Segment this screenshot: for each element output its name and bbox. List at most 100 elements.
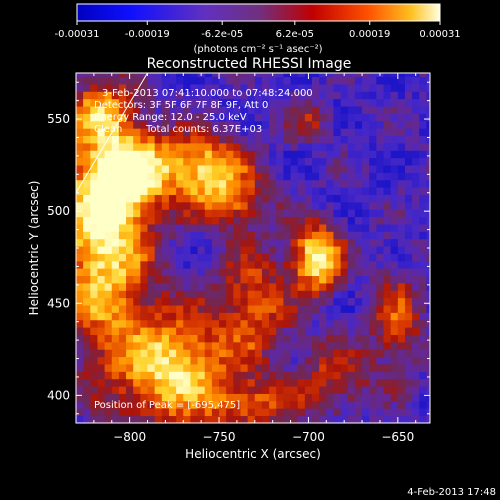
heatmap-cell (376, 275, 384, 284)
heatmap-cell (247, 305, 256, 313)
heatmap-cell (118, 209, 127, 218)
heatmap-cell (376, 356, 384, 365)
heatmap-cell (97, 194, 105, 203)
heatmap-cell (168, 290, 177, 299)
heatmap-cell (304, 120, 313, 129)
heatmap-cell (240, 216, 249, 225)
heatmap-cell (326, 260, 334, 269)
heatmap-cell (261, 113, 270, 122)
heatmap-cell (254, 415, 263, 423)
heatmap-cell (233, 135, 241, 144)
heatmap-cell (297, 297, 306, 306)
heatmap-cell (197, 209, 206, 218)
heatmap-cell (383, 238, 392, 247)
heatmap-cell (319, 356, 327, 365)
heatmap-cell (204, 120, 213, 129)
annotation-counts: Total counts: 6.37E+03 (145, 124, 262, 135)
heatmap-cell (354, 415, 363, 423)
heatmap-cell (111, 165, 120, 173)
heatmap-cell (147, 76, 156, 85)
heatmap-cell (83, 268, 91, 277)
heatmap-cell (90, 91, 98, 100)
heatmap-cell (76, 216, 84, 225)
heatmap-cell (147, 231, 156, 240)
heatmap-cell (412, 231, 420, 240)
heatmap-cell (333, 150, 341, 159)
heatmap-cell (240, 150, 249, 159)
heatmap-cell (97, 238, 105, 247)
heatmap-cell (362, 386, 370, 394)
heatmap-cell (190, 231, 198, 240)
heatmap-cell (197, 201, 206, 210)
heatmap-cell (147, 260, 156, 269)
heatmap-cell (254, 312, 263, 321)
heatmap-cell (347, 113, 356, 122)
heatmap-cell (247, 260, 256, 269)
heatmap-cell (190, 386, 198, 394)
heatmap-cell (326, 216, 334, 225)
heatmap-cell (226, 305, 234, 313)
heatmap-cell (140, 260, 148, 269)
heatmap-cell (97, 305, 105, 313)
heatmap-cell (133, 209, 141, 218)
heatmap-cell (176, 106, 184, 114)
heatmap-cell (397, 305, 406, 313)
heatmap-cell (319, 143, 327, 151)
heatmap-cell (204, 76, 213, 85)
heatmap-cell (140, 216, 148, 225)
heatmap-cell (426, 98, 430, 107)
heatmap-cell (326, 238, 334, 247)
heatmap-cell (297, 157, 306, 166)
heatmap-cell (290, 260, 299, 269)
heatmap-cell (347, 415, 356, 423)
heatmap-cell (140, 341, 148, 350)
heatmap-cell (404, 305, 413, 313)
heatmap-cell (412, 209, 420, 218)
heatmap-cell (211, 283, 220, 291)
heatmap-cell (390, 209, 399, 218)
heatmap-cell (383, 98, 392, 107)
heatmap-cell (419, 91, 427, 100)
heatmap-cell (354, 253, 363, 262)
heatmap-cell (347, 349, 356, 358)
heatmap-cell (219, 194, 227, 203)
heatmap-cell (197, 172, 206, 181)
heatmap-cell (219, 415, 227, 423)
heatmap-cell (297, 224, 306, 232)
heatmap-cell (369, 400, 377, 409)
heatmap-cell (183, 349, 191, 358)
heatmap-cell (319, 312, 327, 321)
heatmap-cell (290, 179, 299, 188)
heatmap-cell (247, 378, 256, 387)
heatmap-cell (126, 120, 134, 129)
heatmap-cell (412, 275, 420, 284)
heatmap-cell (161, 172, 170, 181)
heatmap-cell (340, 297, 349, 306)
heatmap-cell (133, 216, 141, 225)
heatmap-cell (254, 327, 263, 335)
heatmap-cell (283, 143, 291, 151)
heatmap-cell (397, 408, 406, 417)
heatmap-cell (319, 98, 327, 107)
heatmap-cell (247, 312, 256, 321)
heatmap-cell (369, 84, 377, 92)
heatmap-cell (362, 187, 370, 195)
heatmap-cell (226, 179, 234, 188)
heatmap-cell (426, 312, 430, 321)
heatmap-cell (276, 378, 284, 387)
heatmap-cell (240, 98, 249, 107)
heatmap-cell (319, 378, 327, 387)
heatmap-cell (133, 224, 141, 232)
heatmap-cell (312, 187, 320, 195)
heatmap-cell (412, 165, 420, 173)
heatmap-cell (319, 349, 327, 358)
heatmap-cell (426, 408, 430, 417)
heatmap-cell (347, 143, 356, 151)
heatmap-cell (419, 408, 427, 417)
heatmap-cell (226, 386, 234, 394)
heatmap-cell (376, 378, 384, 387)
heatmap-cell (326, 231, 334, 240)
heatmap-cell (333, 305, 341, 313)
heatmap-cell (111, 356, 120, 365)
heatmap-cell (404, 260, 413, 269)
